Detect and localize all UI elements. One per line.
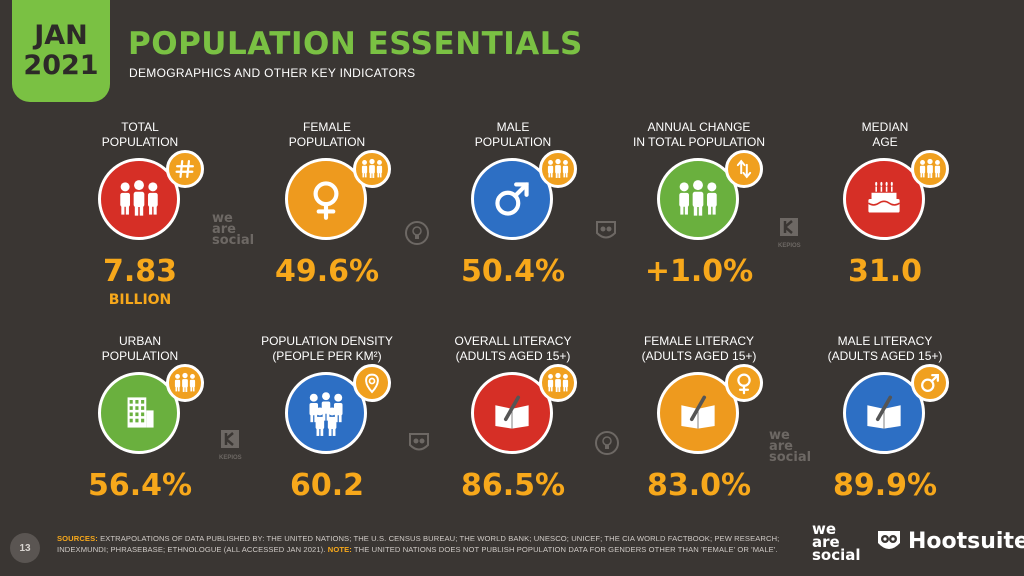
stat-icon-group xyxy=(800,364,970,460)
kepios-watermark-2: KEPIOS xyxy=(219,428,242,461)
stat-icon-group xyxy=(242,150,412,246)
kepios-logo-icon xyxy=(221,430,240,448)
date-month: JAN xyxy=(34,20,88,51)
sources-footnote: SOURCES: EXTRAPOLATIONS OF DATA PUBLISHE… xyxy=(57,533,792,555)
stat-card: ANNUAL CHANGE IN TOTAL POPULATION +1.0% xyxy=(614,118,784,288)
stat-value: 31.0 xyxy=(847,254,923,289)
owl-watermark-icon xyxy=(596,221,616,239)
stat-icon-group xyxy=(428,150,598,246)
stat-value: 89.9% xyxy=(832,468,938,503)
stat-card: OVERALL LITERACY (ADULTS AGED 15+) 86.5% xyxy=(428,332,598,502)
kepios-logo-icon xyxy=(780,218,799,236)
watermark-word: are xyxy=(769,439,794,454)
stat-label: URBAN POPULATION xyxy=(101,334,179,363)
stat-label: MALE POPULATION xyxy=(474,120,552,149)
stat-value: 86.5% xyxy=(460,468,566,503)
stat-label: FEMALE LITERACY (ADULTS AGED 15+) xyxy=(641,334,757,363)
stat-icon-group xyxy=(55,364,225,460)
sources-text: EXTRAPOLATIONS OF DATA PUBLISHED BY: THE… xyxy=(57,534,780,554)
logo-word: are xyxy=(812,533,840,551)
lightbulb-watermark-icon xyxy=(405,221,429,245)
watermark-word: social xyxy=(769,450,812,465)
stat-icon-group xyxy=(242,364,412,460)
stat-card: FEMALE LITERACY (ADULTS AGED 15+) 83.0% xyxy=(614,332,784,502)
people-icon xyxy=(353,150,391,188)
stat-value: 7.83 xyxy=(102,254,178,289)
location-pin-icon xyxy=(353,364,391,402)
watermark-word: we xyxy=(212,211,233,226)
stat-card: URBAN POPULATION 56.4% xyxy=(55,332,225,502)
watermark-word: are xyxy=(212,222,237,237)
stat-card: POPULATION DENSITY (PEOPLE PER KM²) 60.2 xyxy=(242,332,412,502)
we-are-social-watermark: we are social xyxy=(212,211,255,248)
kepios-text: KEPIOS xyxy=(778,243,801,249)
stat-label: TOTAL POPULATION xyxy=(101,120,179,149)
note-label: NOTE: xyxy=(327,545,352,554)
logo-word: we xyxy=(812,520,837,538)
stat-value: 56.4% xyxy=(87,468,193,503)
we-are-social-logo: we are social xyxy=(812,520,861,564)
stat-label: OVERALL LITERACY (ADULTS AGED 15+) xyxy=(454,334,572,363)
stat-label: FEMALE POPULATION xyxy=(288,120,366,149)
hootsuite-logo: Hootsuite xyxy=(876,528,1024,554)
stat-icon-group xyxy=(55,150,225,246)
stat-value: 49.6% xyxy=(274,254,380,289)
stat-card: MALE POPULATION 50.4% xyxy=(428,118,598,288)
kepios-watermark: KEPIOS xyxy=(778,216,801,249)
stat-label: POPULATION DENSITY (PEOPLE PER KM²) xyxy=(261,334,393,363)
we-are-social-watermark-2: we are social xyxy=(769,428,812,465)
crowd-icon xyxy=(285,372,367,454)
stat-value: 83.0% xyxy=(646,468,752,503)
stat-card: MALE LITERACY (ADULTS AGED 15+) 89.9% xyxy=(800,332,970,502)
up-down-arrows-icon xyxy=(725,150,763,188)
stat-card: MEDIAN AGE 31.0 xyxy=(800,118,970,288)
stat-icon-group xyxy=(614,364,784,460)
sources-label: SOURCES: xyxy=(57,534,98,543)
stat-value: +1.0% xyxy=(644,254,754,289)
people-icon xyxy=(166,364,204,402)
stat-unit: BILLION xyxy=(108,292,172,308)
watermark-word: we xyxy=(769,428,790,443)
people-icon xyxy=(911,150,949,188)
stat-card: FEMALE POPULATION 49.6% xyxy=(242,118,412,288)
stat-icon-group xyxy=(614,150,784,246)
stat-label: MALE LITERACY (ADULTS AGED 15+) xyxy=(827,334,943,363)
female-icon xyxy=(725,364,763,402)
stat-label: MEDIAN AGE xyxy=(861,120,909,149)
stat-icon-group xyxy=(428,364,598,460)
watermark-word: social xyxy=(212,233,255,248)
stat-value: 60.2 xyxy=(289,468,365,503)
owl-logo-icon xyxy=(878,531,900,549)
date-year: 2021 xyxy=(23,50,99,81)
page-subtitle: DEMOGRAPHICS AND OTHER KEY INDICATORS xyxy=(129,66,416,80)
date-badge: JAN 2021 xyxy=(12,0,110,102)
page-title: POPULATION ESSENTIALS xyxy=(128,26,583,62)
people-icon xyxy=(539,150,577,188)
people-icon xyxy=(539,364,577,402)
stat-icon-group xyxy=(800,150,970,246)
stat-card: TOTAL POPULATION 7.83 BILLION xyxy=(55,118,225,308)
logo-word: social xyxy=(812,546,861,564)
note-text: THE UNITED NATIONS DOES NOT PUBLISH POPU… xyxy=(351,545,778,554)
owl-watermark-icon-2 xyxy=(409,433,429,451)
stat-label: ANNUAL CHANGE IN TOTAL POPULATION xyxy=(632,120,766,149)
kepios-text: KEPIOS xyxy=(219,455,242,461)
hash-icon xyxy=(166,150,204,188)
hootsuite-wordmark: Hootsuite xyxy=(908,528,1024,554)
stat-value: 50.4% xyxy=(460,254,566,289)
male-icon xyxy=(911,364,949,402)
lightbulb-watermark-icon-2 xyxy=(595,431,619,455)
page-number: 13 xyxy=(10,533,40,563)
